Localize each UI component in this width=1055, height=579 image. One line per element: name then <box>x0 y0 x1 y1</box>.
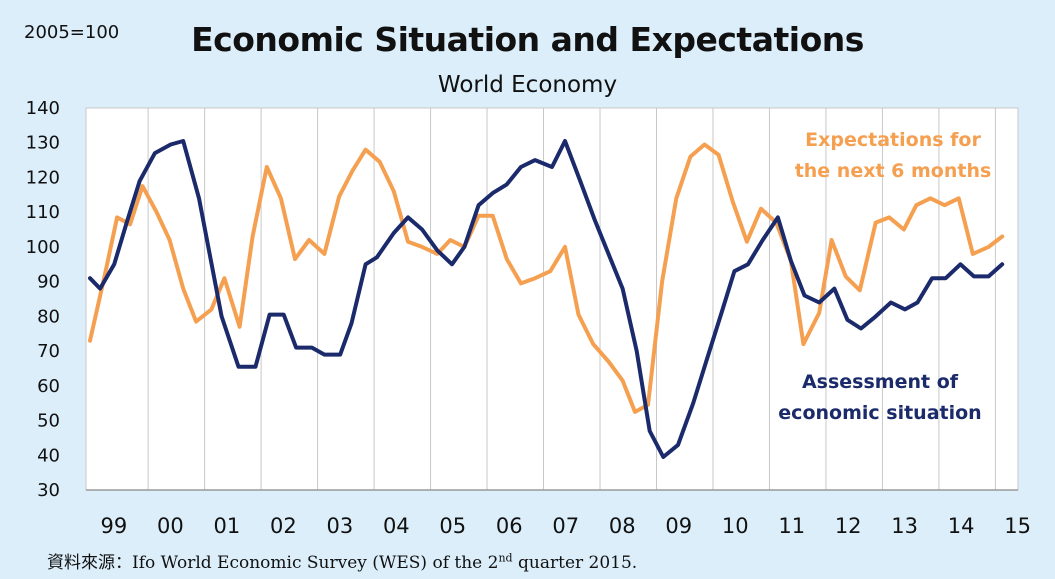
source-text: 資料來源：Ifo World Economic Survey (WES) of … <box>47 553 499 573</box>
x-axis-ticks: 99 00 01 02 03 04 05 06 07 08 09 10 11 12 13 14 15 <box>101 514 1031 538</box>
y-tick-label: 140 <box>26 98 60 119</box>
y-tick-label: 40 <box>37 445 60 466</box>
x-tick-label: 05 <box>439 514 466 538</box>
assessment-label-line2: economic situation <box>778 402 981 424</box>
series-labels: Assessment of economic situation Expectati… <box>778 129 991 424</box>
source-superscript: nd <box>498 551 513 565</box>
x-tick-label: 03 <box>326 514 353 538</box>
assessment-series-line <box>88 139 1005 459</box>
series-lines <box>88 139 1005 459</box>
y-tick-label: 50 <box>37 411 60 432</box>
chart-title: Economic Situation and Expectations <box>191 20 864 59</box>
x-tick-label: 04 <box>383 514 410 538</box>
expectations-series-line <box>88 142 1005 414</box>
source-suffix: quarter 2015. <box>512 553 638 573</box>
y-tick-label: 90 <box>37 272 60 293</box>
y-axis-ticks: 30 40 50 60 70 80 90 100 110 120 130 140 <box>26 98 60 501</box>
x-tick-label: 01 <box>213 514 240 538</box>
y-tick-label: 80 <box>37 306 60 327</box>
y-tick-label: 130 <box>26 133 60 154</box>
source-note: 資料來源：Ifo World Economic Survey (WES) of … <box>47 548 637 573</box>
plot-area <box>85 107 1019 491</box>
expectations-label-line2: the next 6 months <box>795 160 992 182</box>
x-tick-label: 06 <box>496 514 523 538</box>
x-tick-label: 10 <box>722 514 749 538</box>
y-tick-label: 60 <box>37 376 60 397</box>
chart-subtitle: World Economy <box>437 72 618 98</box>
y-tick-label: 120 <box>26 167 60 188</box>
x-tick-label: 14 <box>948 514 975 538</box>
x-tick-label: 12 <box>835 514 862 538</box>
x-tick-label: 15 <box>1004 514 1031 538</box>
y-tick-label: 110 <box>26 202 60 223</box>
expectations-label-line1: Expectations for <box>805 129 981 151</box>
x-tick-label: 09 <box>665 514 692 538</box>
x-tick-label: 08 <box>609 514 636 538</box>
assessment-label-line1: Assessment of <box>802 371 959 393</box>
x-tick-label: 13 <box>891 514 918 538</box>
x-tick-label: 07 <box>552 514 579 538</box>
plot-frame <box>85 107 1019 491</box>
index-base-note: 2005=100 <box>24 22 120 43</box>
x-tick-label: 02 <box>270 514 297 538</box>
y-tick-label: 30 <box>37 480 60 501</box>
y-tick-label: 70 <box>37 341 60 362</box>
x-tick-label: 99 <box>101 514 128 538</box>
y-tick-label: 100 <box>26 237 60 258</box>
x-tick-label: 00 <box>157 514 184 538</box>
x-tick-label: 11 <box>778 514 805 538</box>
